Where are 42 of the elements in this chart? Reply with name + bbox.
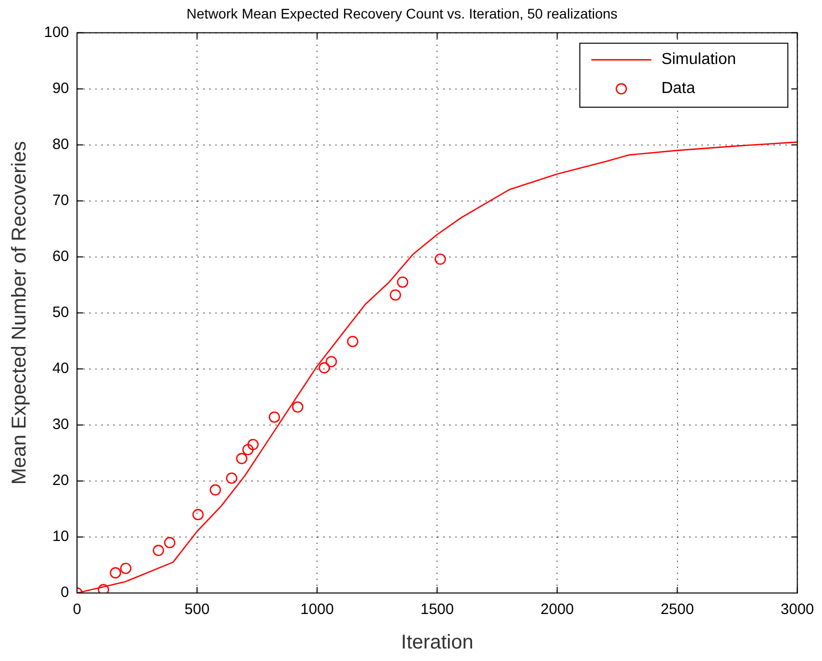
y-tick-label: 50 [52,304,70,322]
point [98,584,110,593]
point [396,276,408,288]
point [247,438,259,450]
point [434,253,446,265]
chart-title: Network Mean Expected Recovery Count vs. Iteration, 50 realizations [186,5,618,22]
point [390,289,402,301]
y-tick-label: 20 [52,472,70,490]
point [152,544,164,556]
point [242,444,254,456]
x-axis-title: Iteration [401,632,474,654]
point [210,484,221,496]
point [120,562,132,574]
point [164,536,176,548]
y-tick-label: 40 [52,360,70,378]
x-tick-label: 2500 [660,601,694,618]
point [192,508,204,520]
legend-label: Simulation [661,51,736,68]
y-tick-label: 70 [52,192,70,209]
point [110,567,122,578]
y-tick-label: 60 [52,248,70,266]
y-tick-label: 10 [52,528,70,546]
y-tick-label: 80 [52,136,70,153]
point [326,356,337,368]
legend-label: Data [661,80,696,98]
y-tick-label: 90 [52,80,70,97]
x-tick-label: 0 [72,601,82,618]
point [226,472,238,484]
point [268,411,280,423]
y-tick-label: 0 [60,584,70,602]
x-tick-label: 1500 [420,601,454,618]
y-tick-label: 100 [44,24,70,41]
point [292,401,304,413]
point [318,362,330,374]
y-axis-title: Mean Expected Number of Recoveries [8,141,31,485]
point [236,452,248,464]
x-tick-label: 1000 [300,601,334,618]
point [347,336,358,348]
x-tick-label: 3000 [780,601,814,618]
x-tick-label: 500 [184,601,210,618]
y-tick-label: 30 [52,416,70,434]
x-tick-label: 2000 [540,601,574,618]
